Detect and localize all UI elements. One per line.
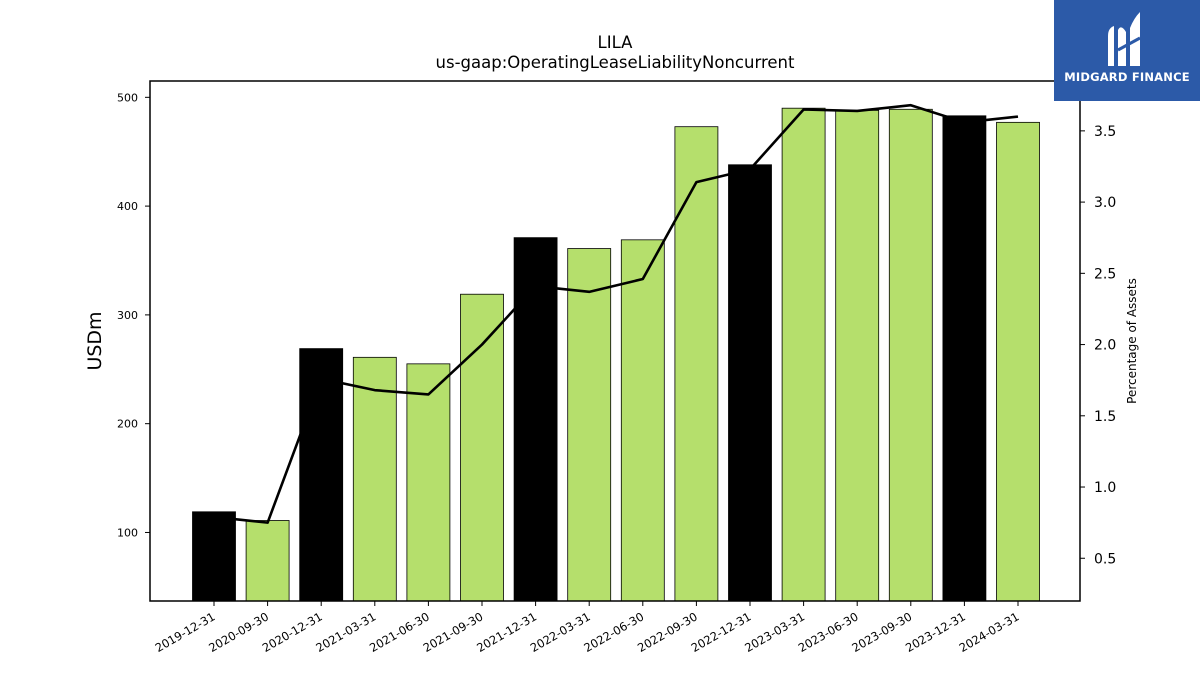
line-group bbox=[213, 103, 1019, 524]
x-tick-label: 2023-06-30 bbox=[796, 609, 861, 655]
bar bbox=[245, 520, 290, 602]
bar bbox=[942, 115, 987, 602]
y-axis-label: USDm bbox=[84, 311, 106, 370]
bar bbox=[406, 363, 451, 602]
y2-tick-label: 2.5 bbox=[1094, 266, 1116, 282]
y2-tick-label: 2.0 bbox=[1094, 338, 1116, 354]
bar bbox=[513, 237, 558, 602]
plot-frame bbox=[149, 80, 1081, 602]
x-tick-label: 2021-09-30 bbox=[421, 609, 486, 655]
y2-axis-label: Percentage of Assets bbox=[1125, 278, 1139, 404]
x-tick-label: 2021-12-31 bbox=[474, 609, 539, 655]
y-tick-label: 500 bbox=[117, 91, 138, 104]
x-tick-label: 2019-12-31 bbox=[153, 609, 218, 655]
chart-title: LILA bbox=[598, 33, 634, 52]
y-tick-label: 400 bbox=[117, 200, 138, 213]
bar bbox=[835, 109, 880, 602]
x-tick-label: 2020-09-30 bbox=[206, 609, 271, 655]
x-tick-label: 2023-03-31 bbox=[742, 609, 807, 655]
x-tick-label: 2022-09-30 bbox=[635, 609, 700, 655]
x-tick-label: 2022-12-31 bbox=[689, 609, 754, 655]
y-tick-label: 200 bbox=[117, 418, 138, 431]
chart-subtitle: us-gaap:OperatingLeaseLiabilityNoncurren… bbox=[436, 53, 795, 72]
y2-tick-label: 3.0 bbox=[1094, 195, 1116, 211]
company-logo: MIDGARD FINANCE bbox=[1054, 0, 1200, 101]
bar bbox=[888, 108, 933, 602]
y2-tick-label: 0.5 bbox=[1094, 551, 1116, 567]
x-tick-label: 2024-03-31 bbox=[957, 609, 1022, 655]
bar bbox=[352, 356, 397, 602]
y2-tick-label: 1.0 bbox=[1094, 480, 1116, 496]
bar bbox=[996, 121, 1040, 602]
x-tick-label: 2023-12-31 bbox=[903, 609, 968, 655]
logo-mark-icon bbox=[1108, 12, 1141, 66]
series-line bbox=[213, 103, 1019, 524]
bar bbox=[192, 511, 236, 602]
bars-group bbox=[192, 107, 1040, 602]
bar bbox=[781, 107, 826, 602]
y2-tick-label: 3.5 bbox=[1094, 124, 1116, 140]
y2-tick-label: 1.5 bbox=[1094, 409, 1116, 425]
x-tick-label: 2022-03-31 bbox=[528, 609, 593, 655]
x-tick-label: 2022-06-30 bbox=[581, 609, 646, 655]
bar bbox=[728, 164, 772, 602]
x-tick-label: 2021-06-30 bbox=[367, 609, 432, 655]
x-tick-label: 2020-12-31 bbox=[260, 609, 325, 655]
bar bbox=[620, 239, 665, 602]
y-tick-label: 300 bbox=[117, 309, 138, 322]
logo-name: MIDGARD FINANCE bbox=[1064, 70, 1190, 84]
x-tick-label: 2021-03-31 bbox=[313, 609, 378, 655]
bar bbox=[674, 126, 719, 602]
y-tick-label: 100 bbox=[117, 526, 138, 539]
bar bbox=[460, 293, 504, 602]
x-tick-label: 2023-09-30 bbox=[849, 609, 914, 655]
bar bbox=[299, 348, 344, 602]
bar bbox=[567, 248, 612, 602]
